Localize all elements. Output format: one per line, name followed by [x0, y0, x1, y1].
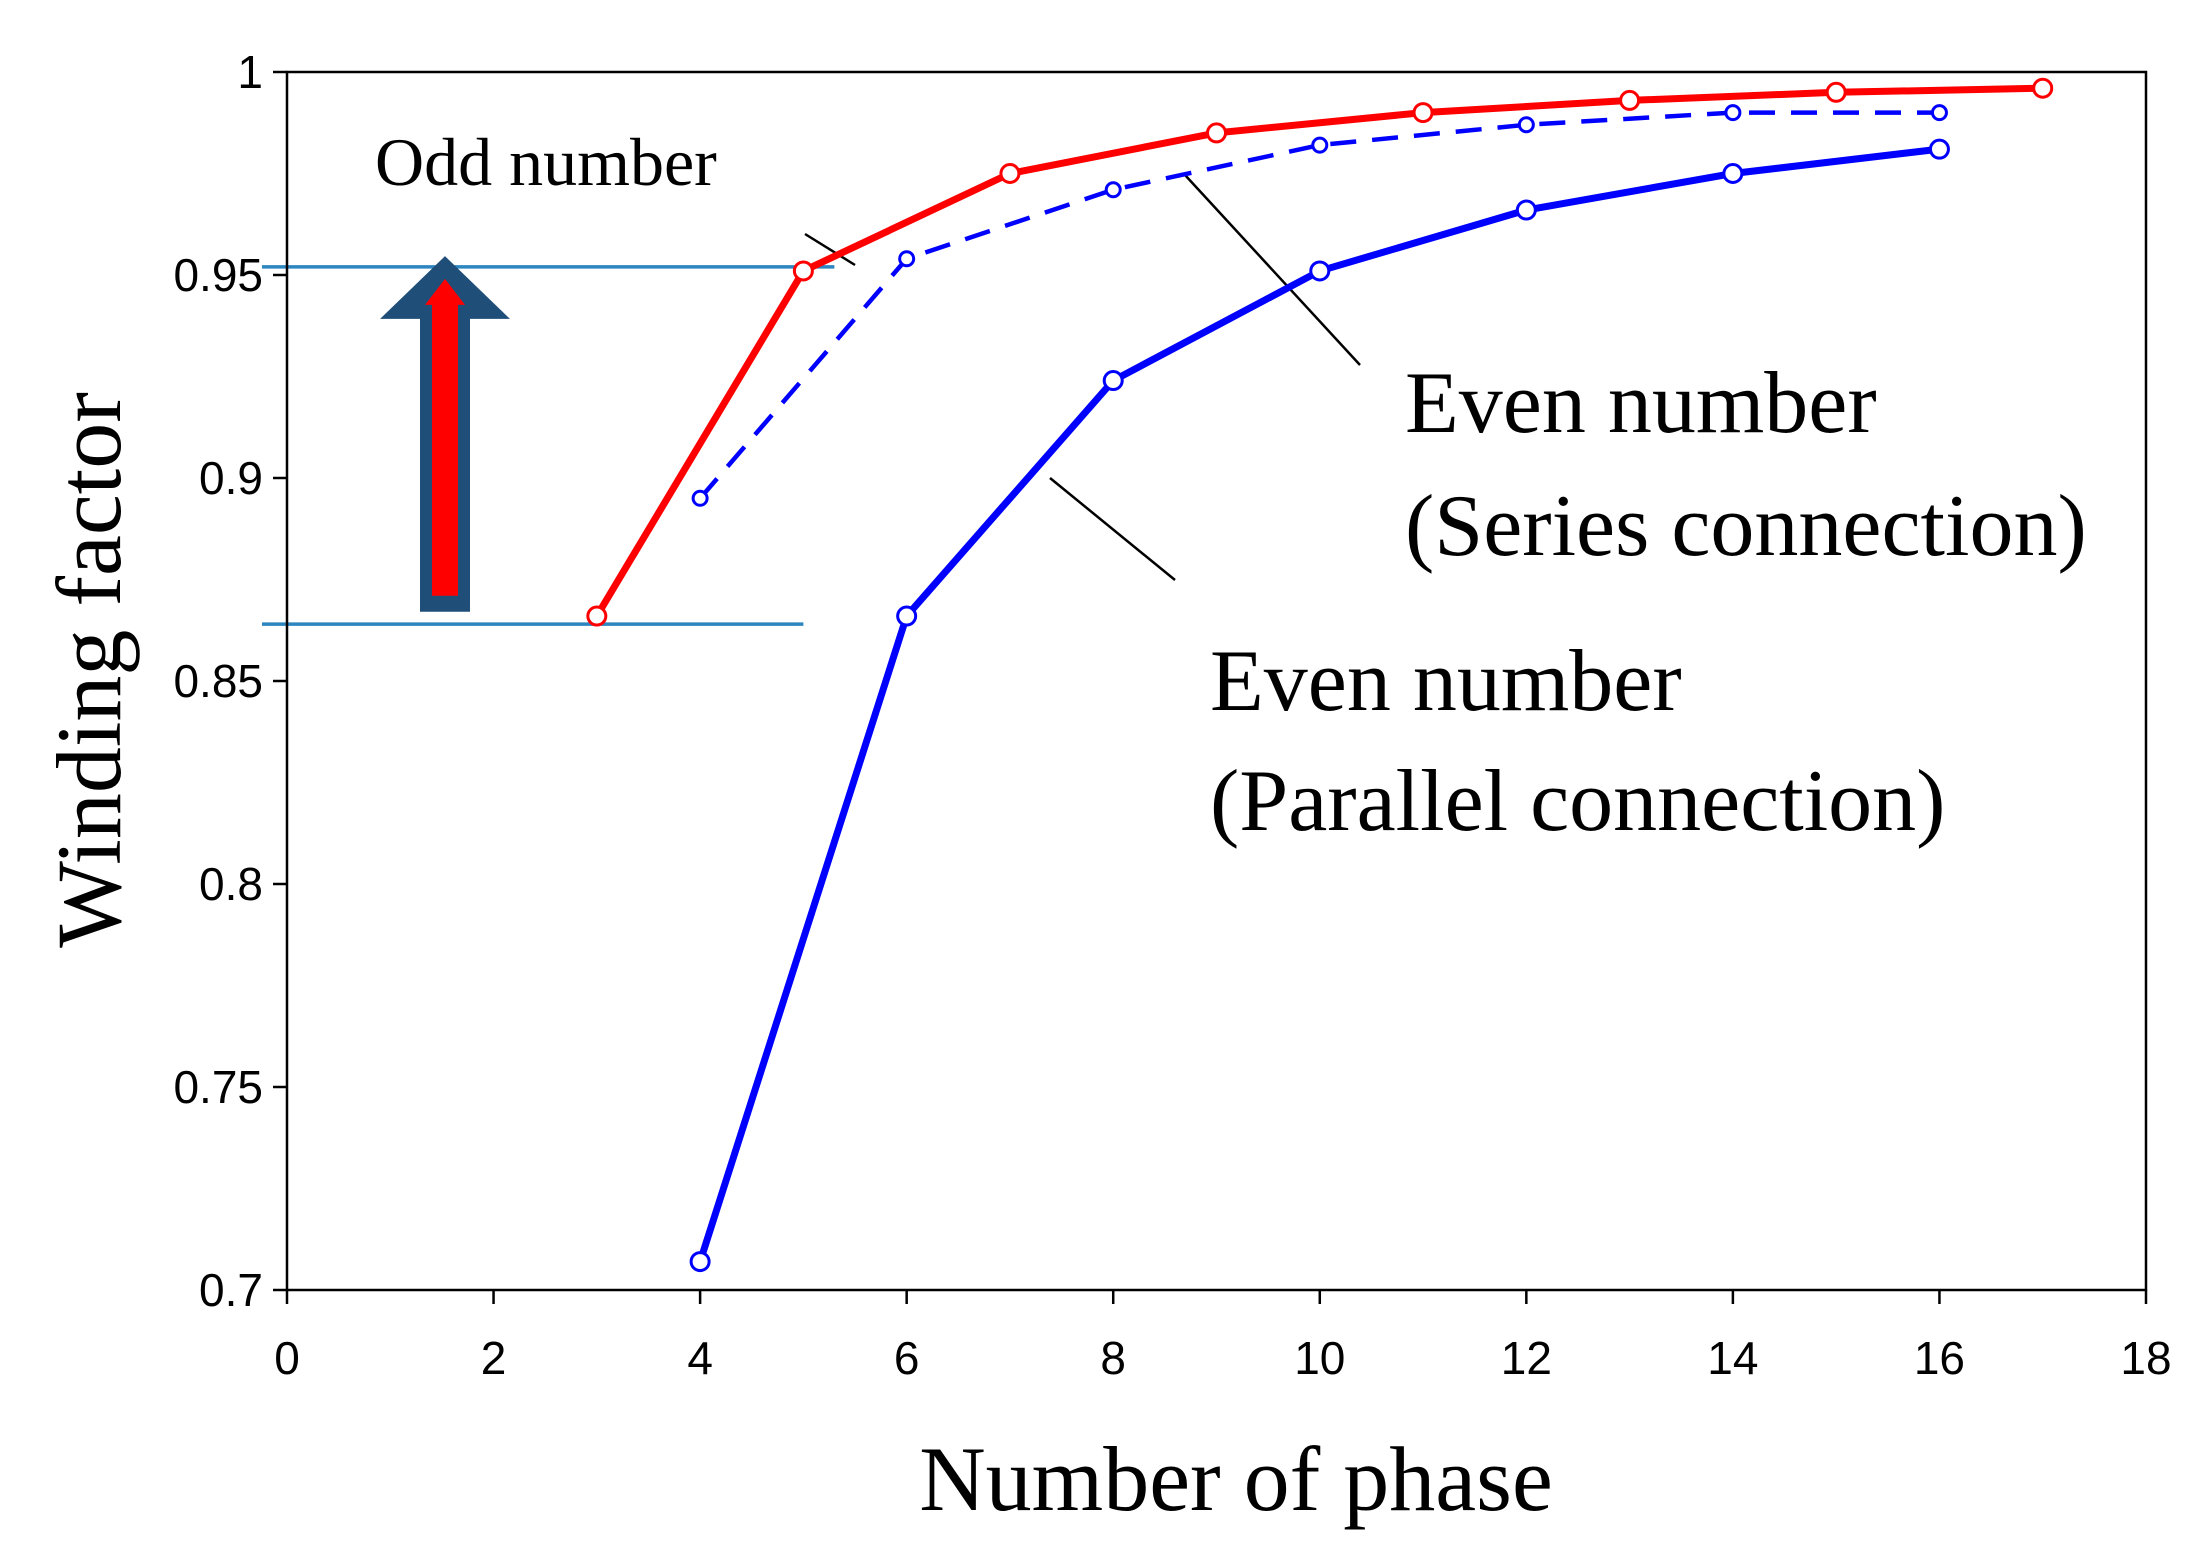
x-tick-label: 10 [1294, 1332, 1345, 1384]
series-2 [691, 104, 1948, 507]
series-3 [689, 138, 1950, 1273]
data-point [1206, 122, 1227, 144]
improvement-arrow [380, 256, 510, 612]
data-point [2032, 77, 2054, 99]
x-tick-label: 2 [481, 1332, 507, 1384]
data-point [689, 1251, 711, 1273]
annotation-series-line1: Even number [1405, 355, 1877, 452]
data-point [896, 605, 918, 627]
data-point [1619, 89, 1641, 111]
data-point [1102, 370, 1124, 392]
data-point [1517, 116, 1535, 134]
data-point [1825, 81, 1847, 103]
arrow-fill [425, 278, 465, 596]
data-point [1722, 163, 1744, 184]
series-line [593, 84, 2043, 618]
x-tick-label: 14 [1707, 1332, 1758, 1384]
data-point [1311, 136, 1329, 154]
data-point [1930, 104, 1948, 122]
data-point [898, 250, 916, 268]
x-tick-label: 16 [1914, 1332, 1965, 1384]
x-tick-label: 0 [274, 1332, 300, 1384]
x-tick-label: 12 [1501, 1332, 1552, 1384]
series-1 [586, 77, 2054, 627]
data-point [586, 605, 608, 627]
annotation-parallel-line1: Even number [1210, 633, 1682, 730]
y-tick-label: 0.7 [199, 1264, 263, 1316]
data-point [1928, 138, 1950, 160]
annotation-series-line2: (Series connection) [1405, 478, 2087, 575]
annotation-leader-lines [804, 174, 1361, 581]
data-point [1412, 102, 1434, 124]
x-tick-label: 4 [687, 1332, 713, 1384]
y-tick-label: 0.95 [173, 249, 263, 301]
leader-line-parallel [1049, 477, 1176, 581]
axes: 0 2 4 6 8 10 12 14 16 18 0.7 0.75 0.8 0.85 0.9 0.95 1 [173, 46, 2171, 1384]
y-tick-label: 0.8 [199, 858, 263, 910]
annotation-parallel-line2: (Parallel connection) [1210, 753, 1945, 850]
y-tick-label: 0.75 [173, 1061, 263, 1113]
data-point [691, 489, 709, 507]
y-tick-label: 0.85 [173, 655, 263, 707]
data-point [792, 260, 814, 282]
data-point [1104, 181, 1122, 199]
data-point [1515, 199, 1537, 221]
y-tick-label: 1 [237, 46, 263, 98]
x-axis-title: Number of phase [919, 1428, 1553, 1530]
leader-line-odd [804, 232, 856, 267]
x-tick-label: 6 [894, 1332, 920, 1384]
x-tick-label: 18 [2120, 1332, 2171, 1384]
x-tick-label: 8 [1100, 1332, 1126, 1384]
leader-line-series [1184, 174, 1361, 366]
data-series [586, 77, 2054, 1273]
y-tick-label: 0.9 [199, 452, 263, 504]
data-point [1724, 104, 1742, 122]
data-point [999, 163, 1021, 184]
reference-lines [262, 265, 835, 626]
data-point [1309, 260, 1331, 282]
y-axis-title: Winding factor [38, 392, 140, 948]
annotation-odd-number: Odd number [375, 124, 717, 200]
